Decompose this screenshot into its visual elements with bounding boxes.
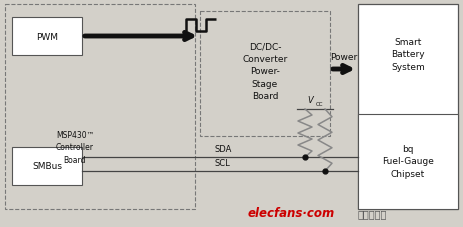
Text: elecfans·com: elecfans·com: [247, 207, 335, 220]
Text: CC: CC: [315, 101, 323, 106]
Text: bq
Fuel-Gauge
Chipset: bq Fuel-Gauge Chipset: [381, 144, 433, 178]
Text: Smart
Battery
System: Smart Battery System: [390, 38, 424, 72]
Bar: [200, 12, 329, 136]
Bar: [357, 5, 457, 209]
Text: SCL: SCL: [214, 158, 230, 167]
Text: V: V: [307, 96, 312, 105]
Bar: [5, 5, 194, 209]
Text: DC/DC-
Converter
Power-
Stage
Board: DC/DC- Converter Power- Stage Board: [242, 42, 287, 101]
Bar: [12, 18, 82, 56]
Text: 电子发烧友: 电子发烧友: [357, 208, 387, 218]
Text: SMBus: SMBus: [32, 162, 62, 171]
Bar: [12, 147, 82, 185]
Text: Power: Power: [330, 53, 357, 62]
Text: PWM: PWM: [36, 32, 58, 41]
Text: MSP430™
Controller
Board: MSP430™ Controller Board: [56, 131, 94, 164]
Text: SDA: SDA: [214, 144, 232, 153]
Bar: [357, 114, 457, 209]
